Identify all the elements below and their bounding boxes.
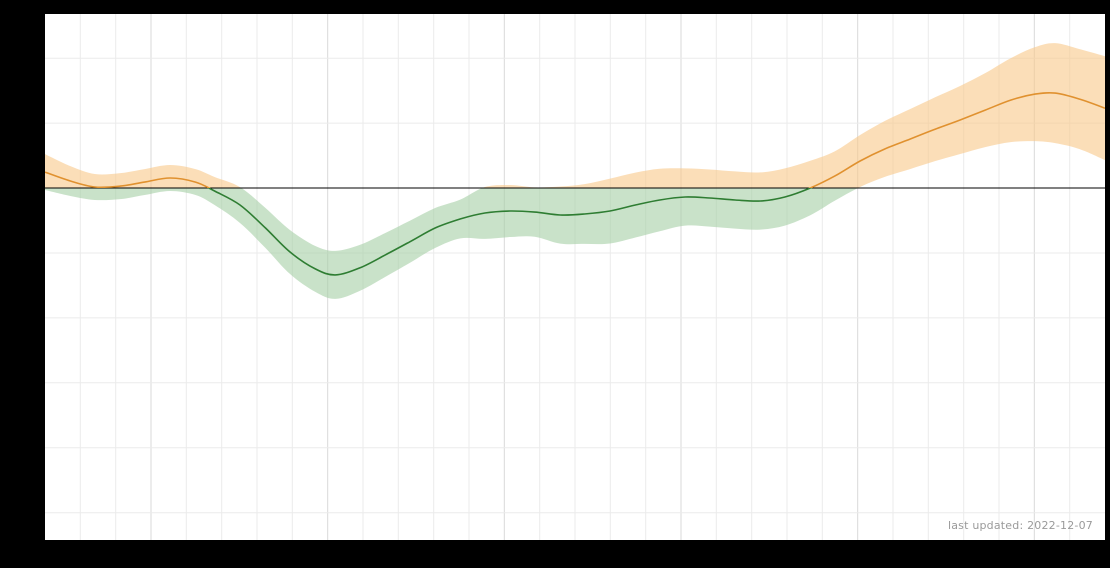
chart-plot-area: last updated: 2022-12-07 [45, 14, 1105, 540]
chart-svg [45, 14, 1105, 540]
trend-line-negative [97, 188, 813, 276]
last-updated-label: last updated: 2022-12-07 [947, 519, 1093, 532]
confidence-band-negative [45, 188, 859, 299]
grid-vertical-lines [79, 14, 1071, 540]
confidence-band-positive [45, 43, 1105, 188]
trend-line-positive [45, 91, 1105, 188]
